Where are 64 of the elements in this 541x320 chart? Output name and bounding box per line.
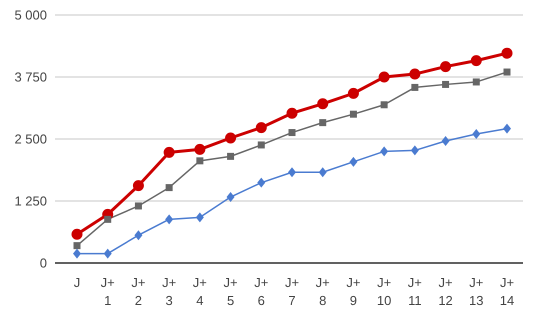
point [225,132,236,144]
x-tick-label: J+ 7 [284,275,300,308]
point [258,141,265,148]
point [317,98,328,110]
point [440,61,452,72]
point [164,146,175,158]
x-tick-label: J+ 4 [192,275,207,308]
point [196,212,204,222]
point [104,216,112,223]
x-tick-label: J+ 1 [100,275,115,308]
x-tick-label: J+ 12 [438,275,453,308]
point [502,48,512,59]
point [470,55,482,66]
x-tick-label: J+ 3 [162,275,176,308]
point [134,202,142,210]
point [442,136,450,146]
point [410,145,419,156]
point [348,88,359,99]
point [165,214,174,224]
x-tick-label: J+ 14 [500,275,514,308]
x-tick-label: J [74,275,80,290]
point [411,84,418,91]
x-tick-label: J+ 8 [316,275,330,308]
x-tick-label: J+ 2 [131,275,146,308]
point [288,129,296,136]
point [134,230,142,240]
point [472,78,480,86]
x-tick-label: J+ 6 [254,275,268,308]
point [73,248,81,259]
point [132,180,144,192]
y-tick-label: 0 [40,256,47,271]
point [318,167,327,178]
point [442,80,450,88]
point [226,192,235,202]
point [194,144,206,155]
point [409,68,420,80]
y-tick-label: 2 500 [14,132,47,147]
point [196,157,204,164]
x-tick-label: J+ 13 [469,275,484,308]
point [349,156,358,167]
point [286,108,298,119]
point [257,178,266,188]
point [350,110,357,118]
point [378,72,390,82]
point [504,68,510,76]
x-tick-label: J+ 5 [224,275,238,308]
y-tick-label: 1 250 [14,194,47,209]
point [380,146,388,156]
point [380,101,388,108]
point [288,167,296,178]
point [256,122,267,134]
x-tick-label: J+ 11 [408,275,422,308]
x-tick-label: J+ 9 [346,275,360,308]
point [104,248,112,259]
point [319,119,326,126]
point [503,124,511,134]
point [74,242,80,250]
point [472,129,480,140]
point [72,228,82,240]
y-tick-label: 5 000 [14,8,47,23]
point [227,152,234,160]
y-tick-label: 3 750 [14,70,47,85]
x-tick-label: J+ 10 [376,275,392,308]
point [166,184,173,192]
